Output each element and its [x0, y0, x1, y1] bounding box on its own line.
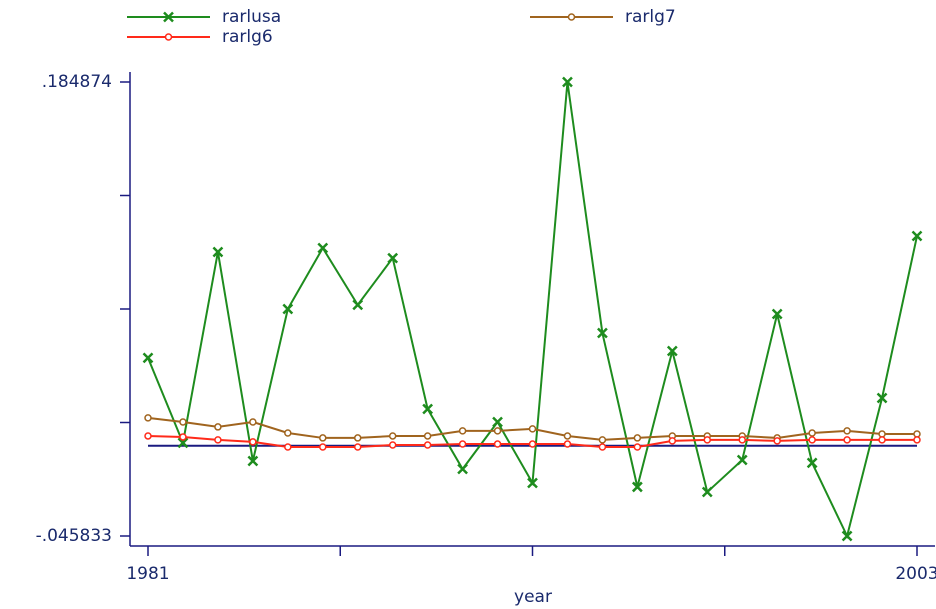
point [771, 308, 783, 320]
point [668, 437, 677, 445]
point [458, 427, 467, 435]
point [633, 443, 642, 451]
point [319, 434, 327, 442]
point [388, 441, 397, 449]
point [528, 440, 537, 448]
point [843, 436, 851, 444]
point [142, 352, 154, 364]
point [562, 76, 573, 88]
point [493, 427, 502, 435]
point [773, 437, 781, 445]
x-axis-label: year [514, 587, 552, 607]
point [214, 436, 222, 444]
legend-marker [163, 11, 174, 23]
point [633, 434, 642, 442]
point [527, 477, 538, 489]
point [387, 252, 399, 264]
point [493, 440, 502, 448]
point [179, 418, 187, 426]
x-tick-label: 1981 [126, 564, 169, 584]
point [913, 430, 921, 438]
point [247, 455, 259, 467]
point [878, 436, 886, 444]
point [457, 463, 468, 475]
point [492, 416, 503, 428]
point [179, 433, 187, 441]
point [528, 425, 537, 433]
point [878, 430, 886, 438]
point [736, 454, 748, 466]
point [876, 392, 888, 404]
point [249, 418, 257, 426]
point [913, 436, 921, 444]
point [353, 434, 362, 442]
point [808, 436, 816, 444]
point [214, 423, 222, 431]
legend-label: rarlg6 [222, 27, 273, 47]
point [177, 437, 189, 449]
point [144, 414, 152, 422]
point [911, 230, 923, 242]
legend-marker [567, 13, 576, 21]
point [352, 299, 364, 311]
point [598, 443, 607, 451]
point [843, 427, 851, 435]
point [212, 246, 224, 258]
point [423, 432, 432, 440]
point [598, 436, 607, 444]
point [317, 242, 329, 254]
point [631, 481, 643, 493]
point [458, 440, 467, 448]
point [563, 440, 572, 448]
point [388, 432, 397, 440]
legend-label: rarlg7 [625, 7, 676, 27]
point [422, 403, 434, 415]
point [249, 438, 257, 446]
point [353, 443, 362, 451]
point [282, 303, 294, 315]
legend-marker [164, 33, 173, 41]
point [703, 436, 712, 444]
point [144, 432, 152, 440]
series-line [147, 81, 918, 539]
point [284, 429, 292, 437]
point [597, 327, 608, 339]
point [808, 429, 816, 437]
point [701, 486, 713, 498]
point [666, 345, 678, 357]
y-tick-label: -.045833 [36, 526, 112, 546]
point [806, 457, 818, 469]
point [738, 436, 746, 444]
point [284, 443, 292, 451]
point [841, 530, 853, 542]
point [563, 432, 572, 440]
point [319, 443, 327, 451]
y-tick-label: .184874 [42, 72, 112, 92]
legend-label: rarlusa [222, 7, 281, 27]
x-tick-label: 2003 [895, 564, 936, 584]
point [423, 441, 432, 449]
